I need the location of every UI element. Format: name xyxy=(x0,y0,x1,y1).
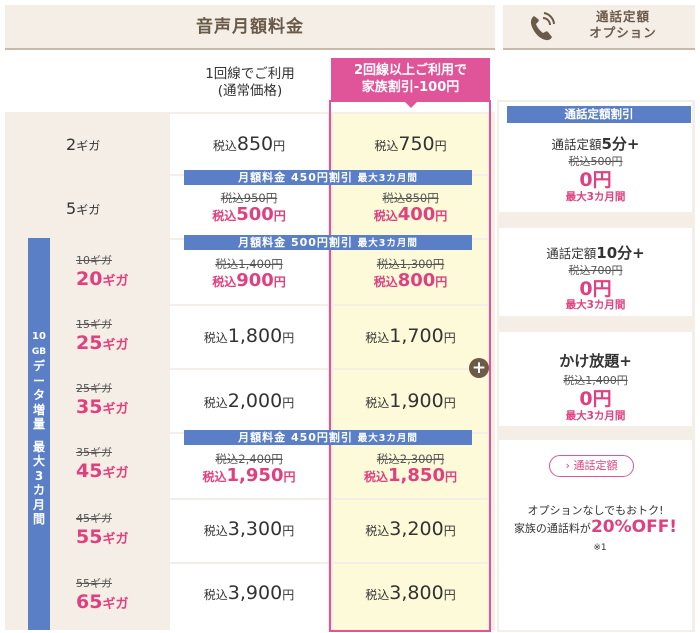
old-price-family-5gb: 税込850円 xyxy=(382,191,439,205)
call-option-button[interactable]: › 通話定額 xyxy=(549,455,634,477)
option-free-5min: 0円 xyxy=(579,169,612,191)
price-family-20gb: 税込800円 xyxy=(373,270,448,291)
cell-bg xyxy=(333,240,488,304)
cell-bg xyxy=(170,306,328,368)
old-price-single-20gb: 税込1,400円 xyxy=(215,257,283,271)
plan-label-65gb: 55ギガ 65ギガ xyxy=(76,577,129,613)
option-limit-unlimited: 最大3カ月間 xyxy=(565,410,626,422)
option-free-unlimited: 0円 xyxy=(579,388,612,410)
price-family-35gb: 税込1,900円 xyxy=(365,390,456,412)
option-note-line2: 家族の通話料が20%OFF! xyxy=(513,517,678,537)
price-single-5gb: 税込500円 xyxy=(212,204,286,225)
price-single-65gb: 税込3,900円 xyxy=(203,582,295,604)
page-title: 音声月額料金 xyxy=(196,17,304,37)
option-title: 通話定額 オプション xyxy=(589,9,657,40)
option-old-price-5min: 税込500円 xyxy=(568,155,623,168)
option-free-10min: 0円 xyxy=(579,278,612,300)
cell-bg xyxy=(333,500,488,562)
cell-bg xyxy=(170,500,328,562)
option-old-price-10min: 税込700円 xyxy=(568,264,623,277)
option-header-divider xyxy=(503,48,695,50)
price-single-55gb: 税込3,300円 xyxy=(203,518,295,540)
family-discount-column-head: 2回線以上ご利用で 家族割引-100円 xyxy=(331,58,490,100)
discount-banner-500: 月額料金 500円割引 最大3カ月間 xyxy=(184,235,472,250)
call-discount-tag: 通話定額割引 xyxy=(507,106,691,123)
data-boost-sidebar xyxy=(28,238,50,630)
option-limit-10min: 最大3カ月間 xyxy=(565,299,626,311)
plan-label-20gb: 10ギガ 20ギガ xyxy=(76,254,129,290)
cell-bg xyxy=(333,176,488,238)
old-price-family-20gb: 税込1,300円 xyxy=(376,257,445,271)
price-table-header xyxy=(5,5,495,49)
cell-bg xyxy=(170,114,328,174)
plan-label-55gb: 45ギガ 55ギガ xyxy=(76,512,129,548)
old-price-single-45gb: 税込2,400円 xyxy=(215,452,283,466)
option-old-price-unlimited: 税込1,400円 xyxy=(563,374,628,387)
price-family-55gb: 税込3,200円 xyxy=(365,518,456,540)
cell-bg xyxy=(333,564,488,630)
price-family-25gb: 税込1,700円 xyxy=(365,325,456,347)
price-family-2gb: 税込750円 xyxy=(374,133,447,155)
plan-label-45gb: 35ギガ 45ギガ xyxy=(76,446,129,482)
discount-banner-450-a: 月額料金 450円割引 最大3カ月間 xyxy=(184,170,472,185)
price-single-2gb: 税込850円 xyxy=(212,133,286,155)
old-price-single-5gb: 税込950円 xyxy=(220,191,278,205)
family-column-frame xyxy=(329,100,491,632)
price-single-45gb: 税込1,950円 xyxy=(202,465,296,486)
phone-icon xyxy=(529,12,555,42)
option-limit-5min: 最大3カ月間 xyxy=(565,191,626,203)
cell-bg xyxy=(333,114,488,174)
option-name-10min: 通話定額10分+ xyxy=(546,244,645,262)
price-single-20gb: 税込900円 xyxy=(212,270,286,291)
plan-label-2gb: 2ギガ xyxy=(66,135,101,154)
price-single-25gb: 税込1,800円 xyxy=(203,325,295,347)
option-card-unlimited xyxy=(499,332,692,426)
header-divider xyxy=(5,48,495,50)
cell-bg xyxy=(333,370,488,432)
cell-bg xyxy=(170,176,328,238)
option-name-5min: 通話定額5分+ xyxy=(551,135,640,153)
cell-bg xyxy=(170,564,328,630)
plan-label-25gb: 15ギガ 25ギガ xyxy=(76,318,129,354)
option-note-line1: オプションなしでもおトク! xyxy=(527,504,664,517)
price-single-35gb: 税込2,000円 xyxy=(203,390,295,412)
plan-label-5gb: 5ギガ xyxy=(66,199,101,218)
footnote-mark: ※1 xyxy=(593,543,607,553)
discount-banner-450-b: 月額料金 450円割引 最大3カ月間 xyxy=(184,430,472,445)
price-family-65gb: 税込3,800円 xyxy=(365,582,456,604)
cell-bg xyxy=(333,306,488,368)
cell-bg xyxy=(170,240,328,304)
price-family-45gb: 税込1,850円 xyxy=(364,465,457,486)
option-card-10min xyxy=(499,228,692,316)
column-head-pointer xyxy=(403,100,419,108)
data-boost-label: 10 GB デ ー タ 増 量 最 大 3 カ 月 間 xyxy=(31,331,47,526)
option-name-unlimited: かけ放題+ xyxy=(559,352,632,370)
cell-bg xyxy=(170,370,328,432)
price-family-5gb: 税込400円 xyxy=(373,204,448,225)
plus-icon: + xyxy=(469,358,489,378)
single-line-column-head: 1回線でご利用 (通常価格) xyxy=(205,66,295,99)
old-price-family-45gb: 税込2,300円 xyxy=(376,452,445,466)
plan-label-35gb: 25ギガ 35ギガ xyxy=(76,382,129,418)
